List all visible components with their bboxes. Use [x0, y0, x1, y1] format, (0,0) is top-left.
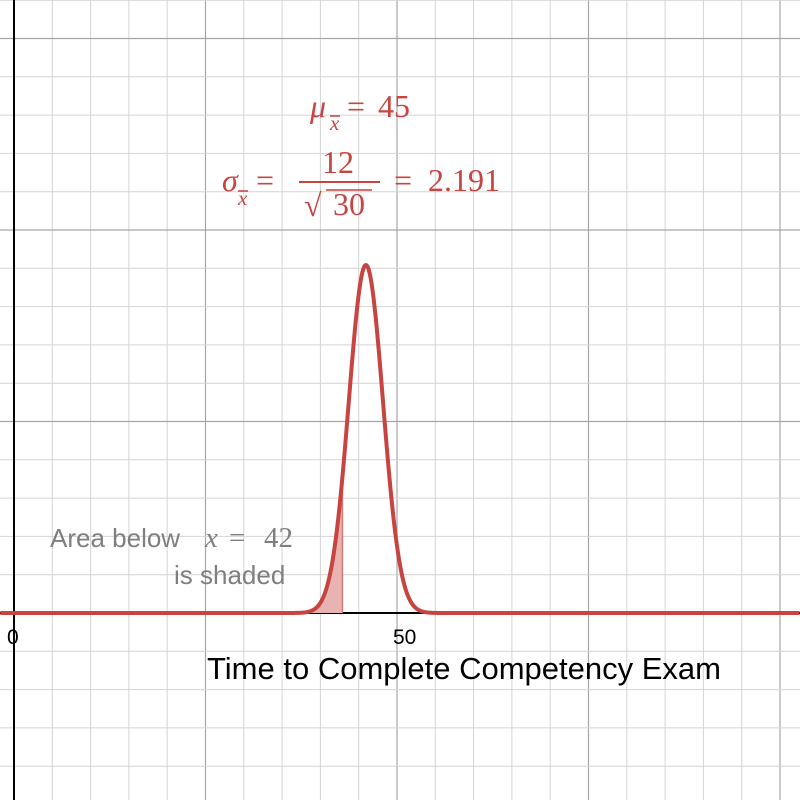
shade-note-value: 42 — [264, 522, 293, 554]
mean-symbol: μ — [309, 88, 326, 124]
shade-note-line1-text: Area below — [50, 523, 180, 553]
sd-symbol: σ — [222, 162, 239, 198]
shade-note: Area below x = 42 is shaded — [50, 522, 293, 590]
mean-value: 45 — [378, 88, 410, 124]
sd-radicand: 30 — [333, 186, 365, 222]
sd-numerator: 12 — [322, 144, 354, 180]
sd-subscript: x — [237, 186, 248, 210]
shade-note-variable: x — [204, 522, 218, 554]
x-tick-label-0: 0 — [7, 626, 19, 649]
sd-equals-1: = — [256, 162, 274, 198]
mean-equals: = — [347, 88, 365, 124]
shade-note-equals: = — [229, 522, 245, 554]
sd-value: 2.191 — [428, 162, 500, 198]
x-axis-label: Time to Complete Competency Exam — [207, 651, 721, 686]
x-tick-label-50: 50 — [393, 626, 416, 649]
mean-subscript: x — [329, 111, 340, 135]
sd-radical-sign: √ — [304, 187, 322, 223]
sd-annotation: σ x = 12 √ 30 = 2.191 — [222, 144, 500, 223]
sd-equals-2: = — [394, 162, 412, 198]
mean-annotation: μ x = 45 — [309, 88, 410, 135]
shade-note-line2-text: is shaded — [174, 560, 285, 590]
series-normal-curve — [0, 263, 800, 615]
